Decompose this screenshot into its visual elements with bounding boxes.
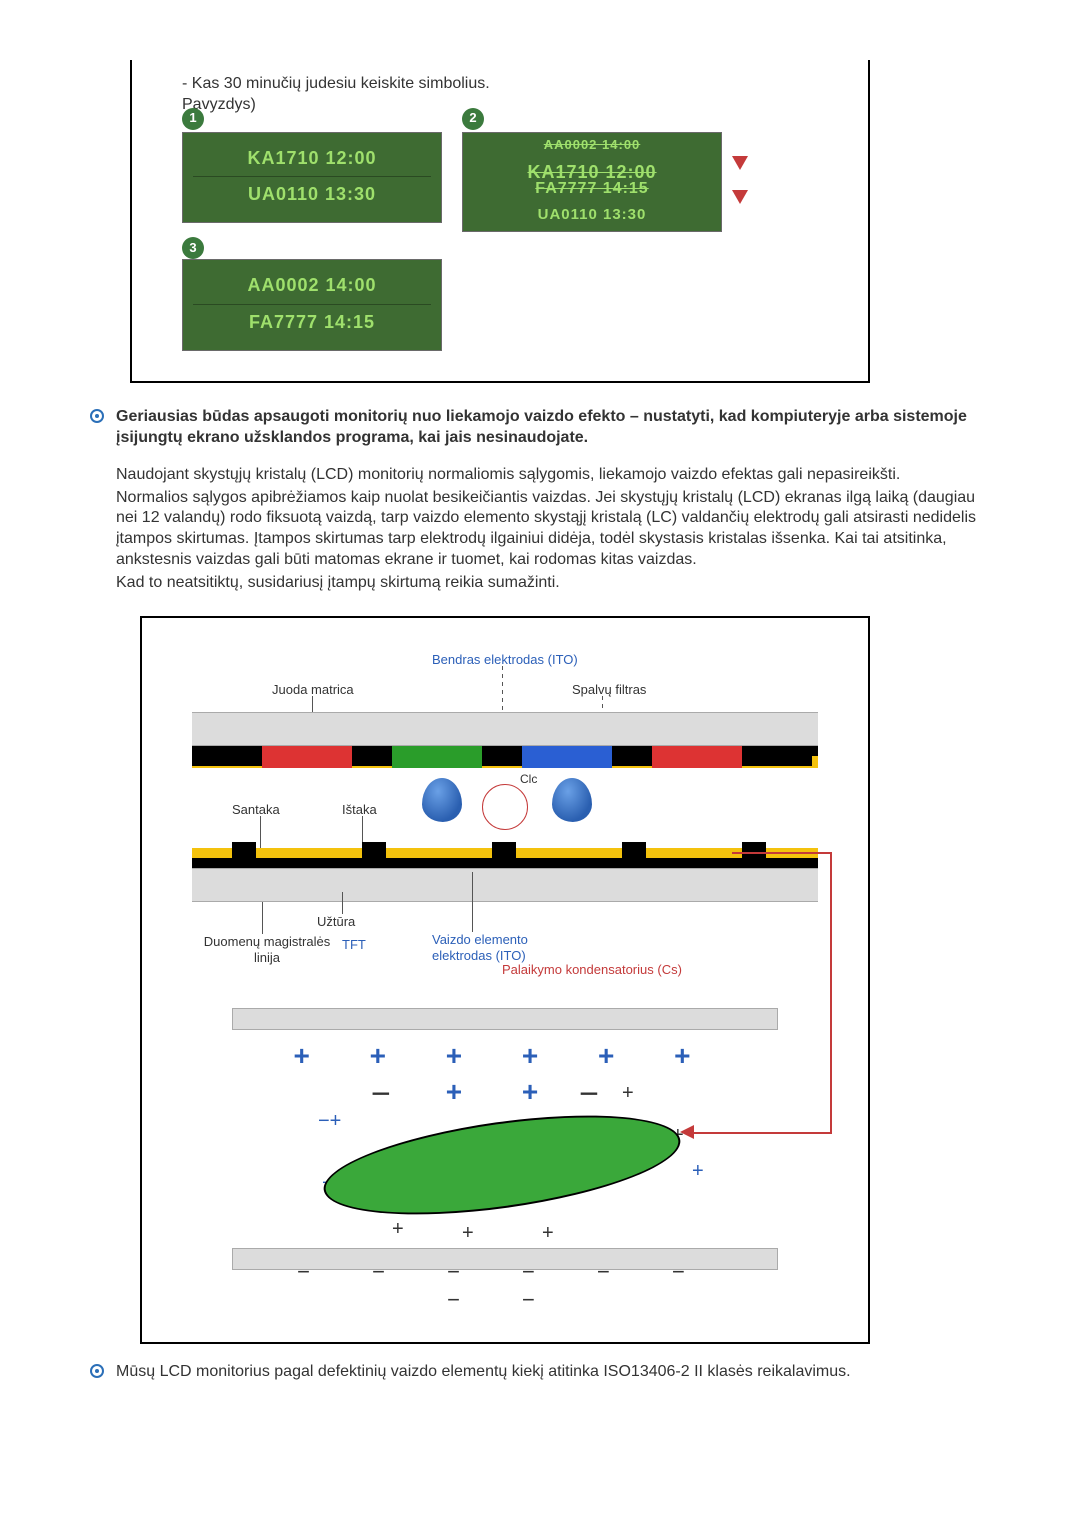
label-source: Santaka xyxy=(232,802,280,819)
example-intro-line: - Kas 30 minučių judesiu keiskite simbol… xyxy=(182,75,490,92)
bot-black-layer xyxy=(192,858,818,868)
panel2-wrap: 2 AA0002 14:00 KA1710 12:00 FA7777 14:15… xyxy=(462,126,722,232)
panel-col-1: 1 KA1710 12:00 UA0110 13:30 3 AA0002 14:… xyxy=(182,126,442,352)
bullet1-p1: Geriausias būdas apsaugoti monitorių nuo… xyxy=(116,407,990,449)
bullet-1: Geriausias būdas apsaugoti monitorių nuo… xyxy=(90,407,990,595)
dash-row: − − − − − − − − xyxy=(282,1258,728,1315)
bm-2 xyxy=(352,746,392,766)
red-arrow-body-top xyxy=(732,852,832,854)
tft-4 xyxy=(622,842,646,858)
panel1-wrap: 1 KA1710 12:00 UA0110 13:30 xyxy=(182,126,442,224)
bullet1-p4: Kad to neatsitiktų, susidariusį įtampų s… xyxy=(116,573,990,594)
tft-1 xyxy=(232,842,256,858)
lcd-diagram: Bendras elektrodas (ITO) Juoda matrica S… xyxy=(140,616,870,1344)
pointer-common-electrode xyxy=(502,666,503,716)
lc-blob-2 xyxy=(552,778,592,822)
lcd-capacitor: + + + + + + + + − − − + −+ −+ + + + + + … xyxy=(172,1002,838,1302)
p2-l1: AA0002 14:00 xyxy=(463,137,721,154)
lcd-cross-section: Bendras elektrodas (ITO) Juoda matrica S… xyxy=(172,652,838,992)
plate-top xyxy=(232,1008,778,1030)
bullet-1-body: Geriausias būdas apsaugoti monitorių nuo… xyxy=(116,407,990,595)
pointer-pixel-electrode xyxy=(472,872,473,932)
panel3-line1: AA0002 14:00 xyxy=(193,272,431,299)
example-row: 1 KA1710 12:00 UA0110 13:30 3 AA0002 14:… xyxy=(182,126,848,352)
cf-red xyxy=(262,746,352,768)
clc-circle xyxy=(482,784,528,830)
tft-3 xyxy=(492,842,516,858)
red-arrow-vert-2 xyxy=(830,994,832,1134)
glass-bot xyxy=(192,868,818,902)
scroll-arrow-1-icon xyxy=(732,156,748,170)
bm-4 xyxy=(612,746,652,766)
bm-5 xyxy=(742,746,812,766)
red-arrow-head-icon xyxy=(680,1125,694,1139)
bullet2-text: Mūsų LCD monitorius pagal defektinių vai… xyxy=(116,1362,990,1383)
tft-2 xyxy=(362,842,386,858)
glass-top xyxy=(192,712,818,746)
badge-1: 1 xyxy=(182,108,204,130)
pointer-gate xyxy=(342,892,343,914)
panel1-line2: UA0110 13:30 xyxy=(193,181,431,208)
example-intro: - Kas 30 minučių judesiu keiskite simbol… xyxy=(182,74,848,116)
p2-l4: UA0110 13:30 xyxy=(463,205,721,225)
example-figure: - Kas 30 minučių judesiu keiskite simbol… xyxy=(130,60,870,383)
bullet1-p2: Naudojant skystųjų kristalų (LCD) monito… xyxy=(116,465,990,486)
panel1-line1: KA1710 12:00 xyxy=(193,145,431,172)
bm-1 xyxy=(192,746,262,766)
red-arrow-body-bot xyxy=(692,1132,832,1134)
panel-2: AA0002 14:00 KA1710 12:00 FA7777 14:15 U… xyxy=(462,132,722,232)
pointer-databus xyxy=(262,902,263,934)
p2-l3: FA7777 14:15 xyxy=(463,179,721,200)
label-clc: Clc xyxy=(520,772,537,788)
cf-green xyxy=(392,746,482,768)
panel-1: KA1710 12:00 UA0110 13:30 xyxy=(182,132,442,224)
panel-3: AA0002 14:00 FA7777 14:15 xyxy=(182,259,442,351)
bullet-2-body: Mūsų LCD monitorius pagal defektinių vai… xyxy=(116,1362,990,1385)
bm-3 xyxy=(482,746,522,766)
bullet-2: Mūsų LCD monitorius pagal defektinių vai… xyxy=(90,1362,990,1385)
scroll-arrow-2-icon xyxy=(732,190,748,204)
bullet1-p3: Normalios sąlygos apibrėžiamos kaip nuol… xyxy=(116,488,990,571)
cf-red-2 xyxy=(652,746,742,768)
label-common-electrode: Bendras elektrodas (ITO) xyxy=(432,652,578,669)
label-drain: Ištaka xyxy=(342,802,377,819)
pointer-source xyxy=(260,816,261,850)
panel3-line2: FA7777 14:15 xyxy=(193,309,431,336)
tft-5 xyxy=(742,842,766,858)
label-data-bus: Duomenų magistralės linija xyxy=(202,934,332,968)
panel3-wrap: 3 AA0002 14:00 FA7777 14:15 xyxy=(182,259,442,351)
panel-col-2: 2 AA0002 14:00 KA1710 12:00 FA7777 14:15… xyxy=(462,126,722,232)
lc-blob-1 xyxy=(422,778,462,822)
cf-blue xyxy=(522,746,612,768)
label-pixel-electrode: Vaizdo elemento elektrodas (ITO) xyxy=(432,932,572,966)
label-storage-cap: Palaikymo kondensatorius (Cs) xyxy=(502,962,682,979)
label-tft: TFT xyxy=(342,937,366,954)
badge-2: 2 xyxy=(462,108,484,130)
label-color-filter: Spalvų filtras xyxy=(572,682,646,699)
bullet-icon-2 xyxy=(90,1364,104,1378)
label-gate: Užtūra xyxy=(317,914,355,931)
bullet-icon-1 xyxy=(90,409,104,423)
badge-3: 3 xyxy=(182,237,204,259)
